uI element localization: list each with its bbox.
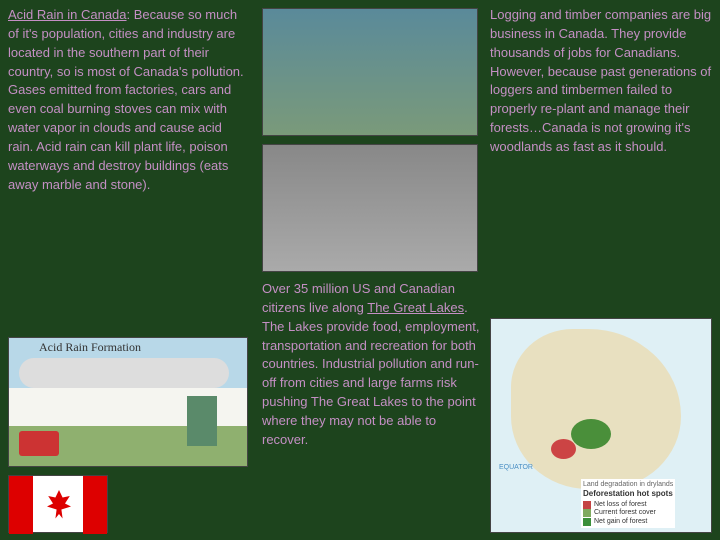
legend-title-b: Deforestation hot spots <box>583 489 673 499</box>
acid-rain-text-block: Acid Rain in Canada: Because so much of … <box>8 6 248 194</box>
logging-text-block: Logging and timber companies are big bus… <box>490 6 712 157</box>
legend-label-loss: Net loss of forest <box>594 501 647 509</box>
map-legend: Land degradation in drylands Deforestati… <box>581 479 675 528</box>
great-lakes-photo-bottom <box>262 144 478 272</box>
acid-rain-title: Acid Rain in Canada <box>8 7 127 22</box>
legend-swatch-gain <box>583 518 591 526</box>
great-lakes-text-post: . The Lakes provide food, employment, tr… <box>262 300 480 447</box>
legend-label-cover: Current forest cover <box>594 509 656 517</box>
great-lakes-text-block: Over 35 million US and Canadian citizens… <box>262 280 480 450</box>
legend-label-gain: Net gain of forest <box>594 518 647 526</box>
acid-rain-formation-diagram: Acid Rain Formation <box>8 337 248 467</box>
map-equator-label: EQUATOR <box>499 464 533 471</box>
legend-swatch-loss <box>583 501 591 509</box>
great-lakes-photo-top <box>262 8 478 136</box>
great-lakes-name: The Great Lakes <box>367 300 464 315</box>
legend-title-a: Land degradation in drylands <box>583 481 673 489</box>
diagram-title: Acid Rain Formation <box>39 340 141 355</box>
logging-body: Logging and timber companies are big bus… <box>490 7 711 154</box>
acid-rain-body: : Because so much of it's population, ci… <box>8 7 244 192</box>
legend-swatch-cover <box>583 509 591 517</box>
deforestation-map: EQUATOR Land degradation in drylands Def… <box>490 318 712 533</box>
canada-flag-image <box>8 475 108 533</box>
